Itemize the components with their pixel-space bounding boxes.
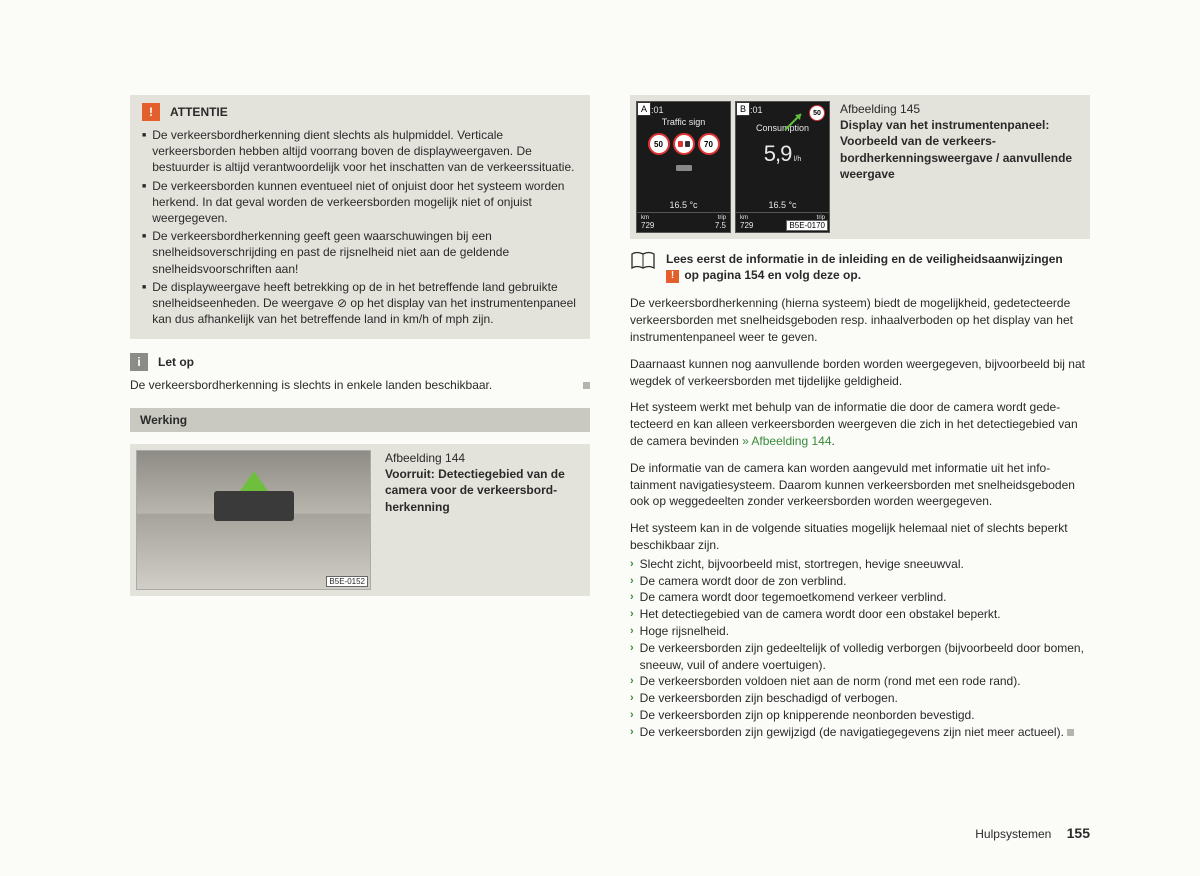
chevron-icon: › (630, 624, 634, 641)
list-item: ›De verkeersborden zijn beschadigd of ve… (630, 690, 1090, 707)
attentie-bullet: ■De verkeersbordherkenning geeft geen wa… (142, 228, 578, 277)
chevron-icon: › (630, 574, 634, 591)
speed-sign-icon: 50 (648, 133, 670, 155)
attentie-title: ATTENTIE (170, 105, 228, 119)
dash-panel-b: B 15:01 50 Consumption 5,9 l/h 16.5 °c (735, 101, 830, 233)
figure-link[interactable]: » Afbeelding 144 (742, 434, 831, 448)
list-item: ›Hoge rijsnelheid. (630, 623, 1090, 640)
list-item: ›Slecht zicht, bijvoorbeeld mist, stortr… (630, 556, 1090, 573)
camera-cone-icon (240, 471, 268, 491)
chevron-icon: › (630, 641, 634, 675)
figure-144-image: B5E-0152 (136, 450, 371, 590)
panel-tag-b: B (736, 102, 750, 116)
chevron-icon: › (630, 708, 634, 725)
end-marker-icon (1067, 729, 1074, 736)
list-item: ›De camera wordt door tegemoetkomend ver… (630, 589, 1090, 606)
chevron-icon: › (630, 590, 634, 607)
figure-144-caption: Afbeelding 144 Voorruit: Detectiegebied … (385, 450, 584, 515)
book-icon (630, 251, 656, 271)
list-item: ›Het detectiegebied van de camera wordt … (630, 606, 1090, 623)
body-paragraph: Het systeem werkt met behulp van de info… (630, 399, 1090, 449)
mirror-icon (214, 491, 294, 521)
green-arrow-icon (783, 110, 805, 132)
figure-145-caption: Afbeelding 145 Display van het instrumen… (840, 101, 1084, 182)
warning-icon: ! (142, 103, 160, 121)
bullet-icon: ■ (142, 232, 146, 281)
section-name: Hulpsystemen (975, 827, 1051, 841)
bullet-icon: ■ (142, 182, 146, 231)
list-item: ›De verkeersborden zijn op knipperende n… (630, 707, 1090, 724)
list-item: ›De verkeersborden voldoen niet aan de n… (630, 673, 1090, 690)
chevron-icon: › (630, 725, 634, 742)
bullet-icon: ■ (142, 283, 146, 332)
body-paragraph: Het systeem kan in de volgende situaties… (630, 520, 1090, 554)
attentie-box: ! ATTENTIE ■De verkeersbordherkenning di… (130, 95, 590, 339)
werking-heading: Werking (130, 408, 590, 432)
letop-header: i Let op (130, 353, 590, 371)
chevron-icon: › (630, 607, 634, 624)
body-paragraph: De verkeersbordherkenning (hierna systee… (630, 295, 1090, 345)
body-paragraph: Daarnaast kunnen nog aanvullende borden … (630, 356, 1090, 390)
page-footer: Hulpsystemen 155 (975, 825, 1090, 841)
car-icon (674, 163, 694, 173)
page-number: 155 (1067, 825, 1090, 841)
speed-sign-icon: 50 (809, 105, 825, 121)
attentie-bullet: ■De displayweergave heeft betrekking op … (142, 279, 578, 328)
letop-title: Let op (158, 355, 194, 369)
chevron-icon: › (630, 557, 634, 574)
figure-145: A 15:01 Traffic sign 50 70 16.5 °c km729 (630, 95, 1090, 239)
figure-145-image: A 15:01 Traffic sign 50 70 16.5 °c km729 (636, 101, 830, 233)
figure-code: B5E-0170 (786, 220, 828, 231)
speed-sign-icon: 70 (698, 133, 720, 155)
chevron-icon: › (630, 674, 634, 691)
info-icon: i (130, 353, 148, 371)
letop-body: De verkeersbordherkenning is slechts in … (130, 377, 590, 394)
bullet-icon: ■ (142, 131, 146, 180)
list-item: ›De verkeersborden zijn gewijzigd (de na… (630, 724, 1090, 741)
read-first-notice: Lees eerst de informatie in de inleiding… (630, 251, 1090, 283)
panel-tag-a: A (637, 102, 651, 116)
attentie-header: ! ATTENTIE (142, 103, 578, 121)
chevron-icon: › (630, 691, 634, 708)
figure-144: B5E-0152 Afbeelding 144 Voorruit: Detect… (130, 444, 590, 596)
list-item: ›De camera wordt door de zon verblind. (630, 573, 1090, 590)
limitations-list: ›Slecht zicht, bijvoorbeeld mist, stortr… (630, 556, 1090, 741)
no-overtake-sign-icon (673, 133, 695, 155)
list-item: ›De verkeersborden zijn gedeeltelijk of … (630, 640, 1090, 674)
attentie-bullet: ■De verkeersbordherkenning dient slechts… (142, 127, 578, 176)
warning-icon: ! (666, 270, 679, 283)
figure-code: B5E-0152 (326, 576, 368, 587)
attentie-bullet: ■De verkeersborden kunnen eventueel niet… (142, 178, 578, 227)
end-marker-icon (583, 382, 590, 389)
body-paragraph: De informatie van de camera kan worden a… (630, 460, 1090, 510)
dash-panel-a: A 15:01 Traffic sign 50 70 16.5 °c km729 (636, 101, 731, 233)
